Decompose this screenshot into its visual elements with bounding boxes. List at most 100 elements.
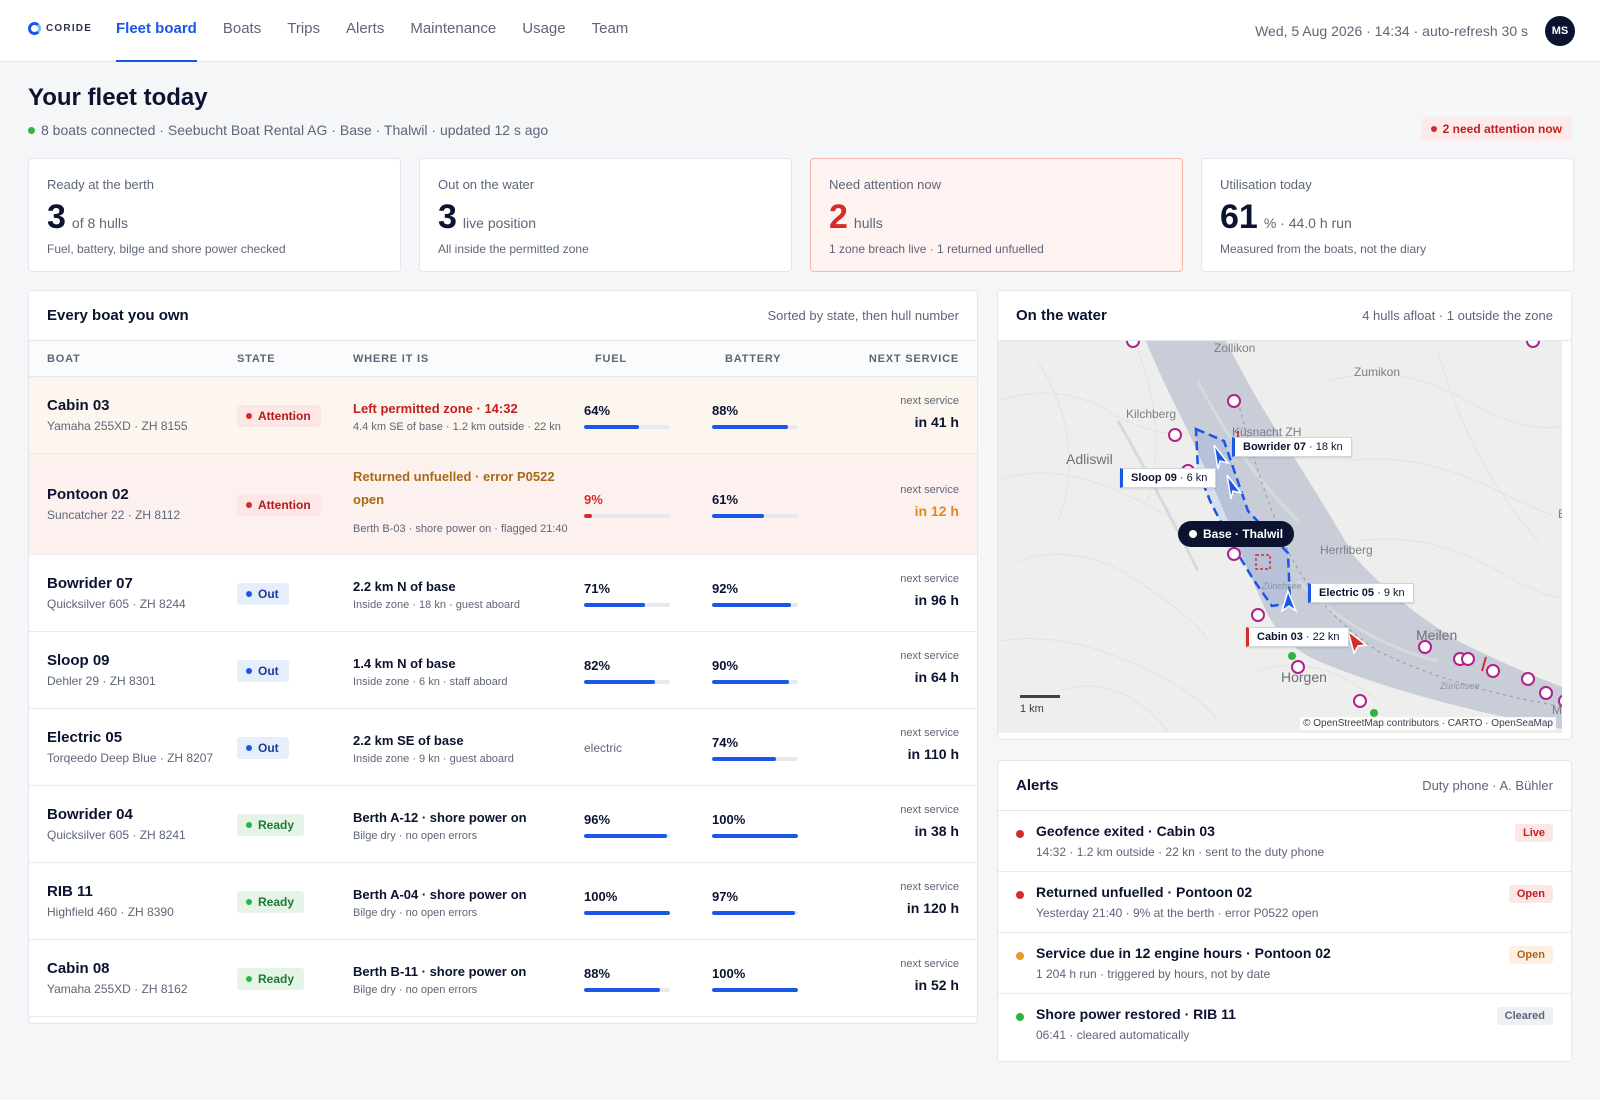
location-summary: Returned unfuelled · error P0522 open xyxy=(353,468,555,507)
battery-value: 90% xyxy=(712,657,739,673)
state-badge: Attention xyxy=(237,404,321,427)
next-service-caption: next service xyxy=(900,394,959,407)
alerts-panel: Alerts Duty phone · A. Bühler Geofence e… xyxy=(997,760,1572,1062)
location-detail: Bilge dry · no open errors xyxy=(353,983,478,996)
battery-value: 74% xyxy=(712,734,739,750)
location-summary: Berth B-11 · shore power on xyxy=(353,963,527,979)
alert-item[interactable]: Service due in 12 engine hours · Pontoon… xyxy=(998,933,1571,994)
nav-boats[interactable]: Boats xyxy=(222,20,262,37)
table-row[interactable]: Bowrider 04 Quicksilver 605 · ZH 8241 Read… xyxy=(29,786,977,863)
column-header-fuel[interactable]: FUEL xyxy=(595,353,627,365)
table-row[interactable]: RIB 11 Highfield 460 · ZH 8390 Ready Berth … xyxy=(29,863,977,940)
map-meta: 4 hulls afloat · 1 outside the zone xyxy=(1362,308,1553,323)
boat-name[interactable]: Electric 05 xyxy=(47,728,123,746)
battery-meter xyxy=(712,424,798,429)
boat-name[interactable]: Cabin 03 xyxy=(47,396,110,414)
fleet-map[interactable]: Zollikon Zumikon Kilchberg Küsnacht ZH A… xyxy=(998,341,1562,733)
next-service-value: in 38 h xyxy=(914,822,959,839)
map-water-label: Zürichsee xyxy=(1440,681,1480,691)
fleet-table-panel: Every boat you own Sorted by state, then… xyxy=(28,290,978,1024)
nav-maintenance[interactable]: Maintenance xyxy=(410,20,497,37)
alert-title: Returned unfuelled · Pontoon 02 xyxy=(1036,884,1253,900)
table-row[interactable]: Cabin 03 Yamaha 255XD · ZH 8155 Attention L… xyxy=(29,377,977,454)
user-avatar[interactable]: MS xyxy=(1545,16,1575,46)
location-detail: Bilge dry · no open errors xyxy=(353,906,478,919)
table-row[interactable]: Sloop 09 Dehler 29 · ZH 8301 Out 1.4 km N o… xyxy=(29,632,977,709)
boat-model: Dehler 29 · ZH 8301 xyxy=(47,673,156,688)
fuel-meter xyxy=(584,424,670,429)
subtitle-text: 8 boats connected · Seebucht Boat Rental… xyxy=(41,122,549,138)
boat-name[interactable]: Bowrider 04 xyxy=(47,805,133,823)
table-row[interactable]: Cabin 08 Yamaha 255XD · ZH 8162 Ready Berth… xyxy=(29,940,977,1017)
alert-status-badge: Open xyxy=(1508,885,1553,903)
column-header-next-service[interactable]: NEXT SERVICE xyxy=(868,353,959,365)
attention-badge[interactable]: 2 need attention now xyxy=(1420,117,1572,141)
alert-item[interactable]: Shore power restored · RIB 11 06:41 · cl… xyxy=(998,994,1571,1055)
base-dot xyxy=(1189,530,1197,538)
location-detail: Bilge dry · no open errors xyxy=(353,829,478,842)
table-row[interactable]: Pontoon 02 Suncatcher 22 · ZH 8112 Attenti… xyxy=(29,454,977,555)
battery-value: 97% xyxy=(712,888,739,904)
battery-value: 61% xyxy=(712,491,739,507)
column-header-where[interactable]: WHERE IT IS xyxy=(353,353,430,365)
state-badge: Ready xyxy=(237,813,305,836)
battery-meter xyxy=(712,987,798,992)
state-label: Ready xyxy=(258,894,295,909)
state-label: Ready xyxy=(258,971,295,986)
next-service-value: in 96 h xyxy=(914,591,959,608)
table-row[interactable]: Bowrider 07 Quicksilver 605 · ZH 8244 Out 2… xyxy=(29,555,977,632)
boat-name[interactable]: Sloop 09 xyxy=(47,651,110,669)
boat-marker-electric-05 xyxy=(1280,588,1298,614)
boat-tag-name: Bowrider 07 xyxy=(1243,441,1306,453)
battery-meter-fill xyxy=(712,602,792,607)
nav-usage[interactable]: Usage xyxy=(522,20,566,37)
alert-status-badge: Live xyxy=(1514,824,1553,842)
fuel-meter xyxy=(584,602,670,607)
map-attribution[interactable]: © OpenStreetMap contributors · CARTO · O… xyxy=(1300,717,1556,730)
nav-trips[interactable]: Trips xyxy=(287,20,320,37)
next-service-caption: next service xyxy=(900,572,959,585)
boat-name[interactable]: Bowrider 07 xyxy=(47,574,133,592)
nav-fleet-board[interactable]: Fleet board xyxy=(116,0,197,62)
alert-item[interactable]: Returned unfuelled · Pontoon 02 Yesterda… xyxy=(998,872,1571,933)
state-dot xyxy=(246,501,252,508)
state-label: Attention xyxy=(258,408,311,423)
kpi-unit: % · 44.0 h run xyxy=(1263,215,1352,231)
boat-name[interactable]: RIB 11 xyxy=(47,882,93,900)
brand-logo[interactable]: CORIDE xyxy=(28,22,92,35)
table-row[interactable]: Electric 05 Torqeedo Deep Blue · ZH 8207 O… xyxy=(29,709,977,786)
kpi-utilisation: Utilisation today 61 % · 44.0 h run Measu… xyxy=(1201,158,1574,272)
alert-severity-dot xyxy=(1016,830,1024,838)
nav-team[interactable]: Team xyxy=(591,20,629,37)
boat-marker-cabin-03 xyxy=(1346,629,1368,655)
location-detail: Inside zone · 9 kn · guest aboard xyxy=(353,752,514,765)
battery-value: 88% xyxy=(712,402,739,418)
state-dot xyxy=(246,412,252,419)
kpi-unit: hulls xyxy=(853,215,883,231)
brand-name: CORIDE xyxy=(46,23,93,34)
fuel-value: 82% xyxy=(584,657,611,673)
map-boat-tag-electric-05[interactable]: Electric 05 · 9 kn xyxy=(1308,583,1414,603)
boat-name[interactable]: Cabin 08 xyxy=(47,959,110,977)
alert-item[interactable]: Geofence exited · Cabin 03 14:32 · 1.2 k… xyxy=(998,811,1571,872)
alerts-title: Alerts xyxy=(1016,777,1059,794)
attention-badge-label: 2 need attention now xyxy=(1442,122,1562,136)
column-header-state[interactable]: STATE xyxy=(237,353,276,365)
column-header-battery[interactable]: BATTERY xyxy=(725,353,782,365)
next-service-value: in 41 h xyxy=(914,413,959,430)
map-boat-tag-cabin-03[interactable]: Cabin 03 · 22 kn xyxy=(1246,627,1349,647)
map-base-marker[interactable]: Base · Thalwil xyxy=(1178,521,1295,547)
boat-model: Quicksilver 605 · ZH 8244 xyxy=(47,596,186,611)
state-badge: Out xyxy=(237,582,289,605)
column-header-boat[interactable]: BOAT xyxy=(47,353,81,365)
next-service-value: in 52 h xyxy=(914,976,959,993)
boat-name[interactable]: Pontoon 02 xyxy=(47,485,129,503)
map-boat-tag-sloop-09[interactable]: Sloop 09 · 6 kn xyxy=(1120,468,1217,488)
alert-detail: Yesterday 21:40 · 9% at the berth · erro… xyxy=(1036,906,1319,920)
next-service-caption: next service xyxy=(900,880,959,893)
boat-marker-bowrider-07 xyxy=(1213,444,1230,470)
map-boat-tag-bowrider-07[interactable]: Bowrider 07 · 18 kn xyxy=(1232,437,1352,457)
kpi-ready: Ready at the berth 3 of 8 hulls Fuel, bat… xyxy=(28,158,401,272)
nav-alerts[interactable]: Alerts xyxy=(346,20,385,37)
fleet-sort-note: Sorted by state, then hull number xyxy=(767,308,959,323)
